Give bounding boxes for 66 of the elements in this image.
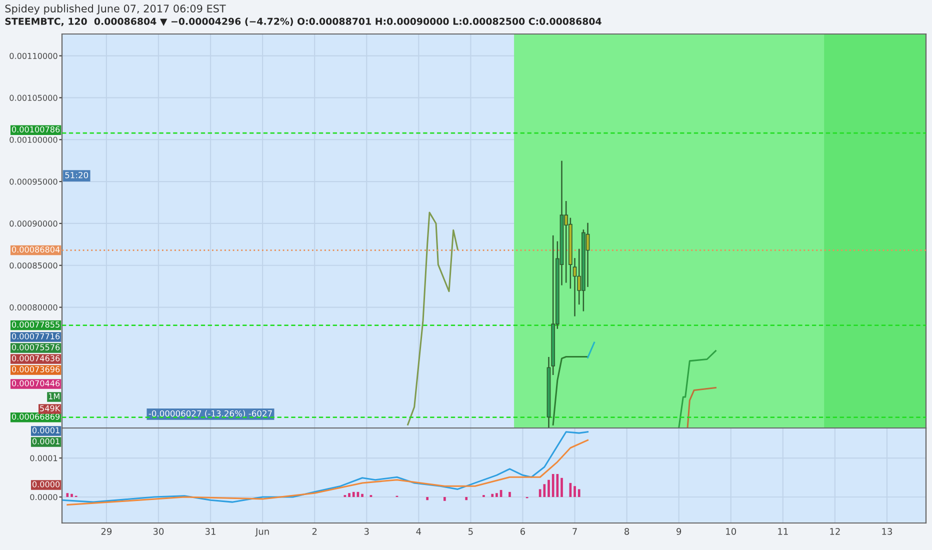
bar xyxy=(560,478,563,497)
y-tick-label: 0.00100000 xyxy=(10,136,58,143)
ref-line-label: 0.00077855 xyxy=(12,322,60,328)
x-tick-label: 12 xyxy=(830,528,840,535)
candlestick xyxy=(586,222,590,287)
text: 549K xyxy=(40,405,60,412)
x-tick-label: 11 xyxy=(778,528,788,535)
x-tick-label: 9 xyxy=(676,528,682,535)
y-tick-label: 0.00080000 xyxy=(10,304,58,310)
bar xyxy=(361,494,364,497)
bar xyxy=(465,497,468,500)
bar xyxy=(543,484,546,497)
ref-line-label: 0.00066869 xyxy=(12,414,60,420)
x-tick-label: 31 xyxy=(205,528,216,535)
x-tick-label: 7 xyxy=(572,528,577,535)
line-series xyxy=(407,212,458,426)
annotation: -0.00006027 (-13.26%) -6027 xyxy=(148,410,272,418)
y-tick-label: 0.0001 xyxy=(30,455,58,462)
bar xyxy=(574,486,576,497)
text: 0.00074636 xyxy=(12,355,60,362)
bar xyxy=(348,493,350,497)
line-series xyxy=(678,350,716,428)
x-tick-label: 4 xyxy=(416,528,422,535)
annotation: 51:20 xyxy=(65,172,88,178)
bar xyxy=(548,480,550,497)
bar xyxy=(66,493,69,497)
x-tick-label: 2 xyxy=(312,528,317,535)
bar xyxy=(426,497,428,500)
bar xyxy=(508,492,511,497)
line-series xyxy=(66,439,589,506)
text: 0.00075576 xyxy=(12,344,60,350)
bar xyxy=(70,494,73,497)
text: 0.00070446 xyxy=(12,380,60,386)
x-tick-label: 13 xyxy=(882,528,892,535)
y-tick-label: 0.00085000 xyxy=(10,262,58,269)
x-tick-label: 5 xyxy=(468,528,473,535)
line-series xyxy=(62,431,589,503)
y-tick-label: 0.0000 xyxy=(30,494,58,500)
text: 0.00073696 xyxy=(12,366,60,372)
bar xyxy=(491,494,494,497)
candlestick xyxy=(564,201,568,283)
y-tick-label: 0.00090000 xyxy=(10,220,58,227)
x-tick-label: 10 xyxy=(726,528,736,535)
bar xyxy=(444,497,446,501)
line-series xyxy=(552,356,589,426)
chart-subtitle: STEEMBTC, 120 0.00086804 ▼ −0.00004296 (−4.72%) O:0.00088701 H:0.00090000 L:0.00082500 C:0.00086804 xyxy=(5,18,602,26)
y-tick-label: 0.00095000 xyxy=(10,178,58,185)
bar xyxy=(578,489,580,497)
ref-line-label: 0.00100786 xyxy=(12,126,60,132)
x-tick-label: 8 xyxy=(624,528,630,535)
bar xyxy=(352,492,355,497)
bar xyxy=(496,493,498,497)
chart-title: Spidey published June 07, 2017 06:09 EST xyxy=(5,4,226,14)
ref-line-label: 0.00086804 xyxy=(12,246,60,253)
bar xyxy=(556,474,559,497)
line-series xyxy=(686,386,716,428)
x-tick-label: 30 xyxy=(153,528,164,535)
y-tick-label: 0.00105000 xyxy=(10,94,58,101)
x-tick-label: 3 xyxy=(364,528,369,535)
text: 0.00077716 xyxy=(12,333,60,340)
y-tick-label: 0.00110000 xyxy=(10,52,58,59)
x-tick-label: 6 xyxy=(520,528,526,535)
text: 1M xyxy=(48,393,60,400)
bar xyxy=(552,474,554,497)
x-tick-label: Jun xyxy=(255,528,269,537)
x-tick-label: 29 xyxy=(101,528,112,535)
